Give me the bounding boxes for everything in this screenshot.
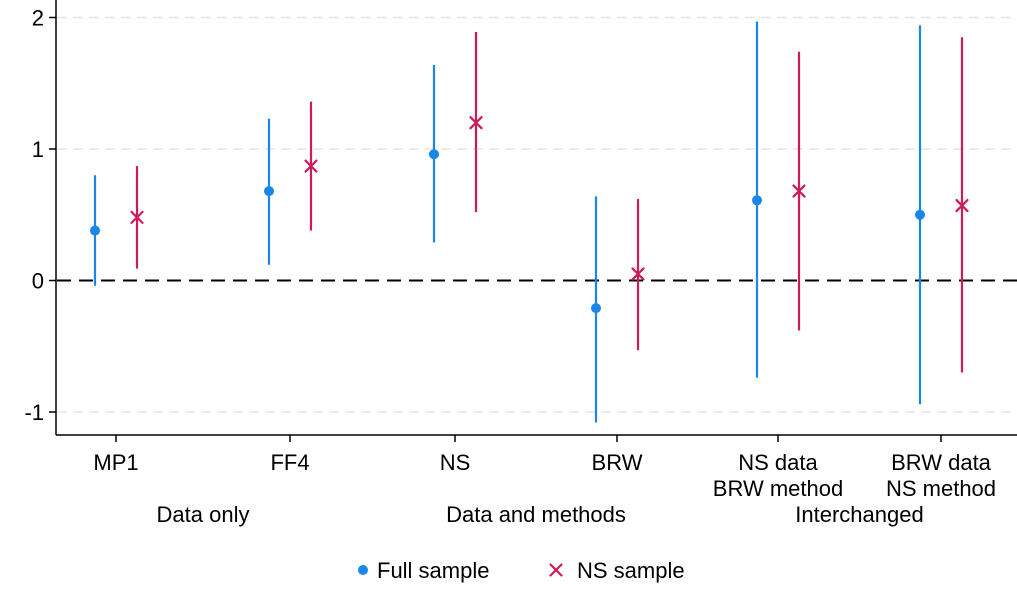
- point-marker: [429, 149, 439, 160]
- point-marker: [792, 184, 806, 198]
- group-label: Data only: [157, 502, 250, 527]
- y-tick-label: -1: [24, 400, 44, 425]
- point-marker: [915, 209, 925, 220]
- legend-marker: [358, 565, 368, 575]
- point-marker: [752, 195, 762, 206]
- point-marker: [130, 210, 144, 224]
- series-layer: [90, 21, 969, 423]
- legend-label: Full sample: [377, 558, 489, 583]
- x-tick-label: NS method: [886, 476, 996, 501]
- point-marker: [304, 159, 318, 173]
- x-tick-label: BRW data: [891, 450, 992, 475]
- point-marker: [955, 198, 969, 213]
- x-tick-label: MP1: [93, 450, 138, 475]
- x-tick-label: FF4: [270, 450, 309, 475]
- y-tick-label: 2: [32, 6, 44, 31]
- x-tick-label: NS: [440, 450, 471, 475]
- point-marker: [631, 267, 645, 281]
- grid-layer: [57, 16, 1017, 413]
- legend-label: NS sample: [577, 558, 685, 583]
- point-marker: [469, 116, 483, 130]
- point-marker: [591, 303, 601, 314]
- group-label: Data and methods: [446, 502, 626, 527]
- point-marker: [264, 186, 274, 197]
- y-tick-label: 1: [32, 137, 44, 162]
- legend: Full sample NS sample: [358, 558, 685, 583]
- y-tick-label: 0: [32, 269, 44, 294]
- x-tick-label: BRW method: [713, 476, 843, 501]
- x-tick-label: BRW: [592, 450, 643, 475]
- group-label: Interchanged: [795, 502, 923, 527]
- legend-marker: [549, 563, 563, 577]
- axis-layer: [49, 0, 1017, 442]
- x-tick-label: NS data: [738, 450, 818, 475]
- point-marker: [90, 225, 100, 236]
